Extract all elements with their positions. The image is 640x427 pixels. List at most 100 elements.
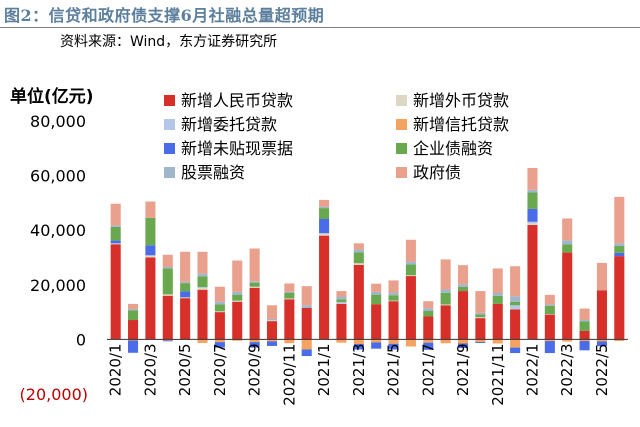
- bar-segment-7-2020-5: [180, 281, 191, 284]
- bar-segment-1-2021-7: [423, 316, 434, 340]
- legend-label: 股票融资: [181, 163, 245, 182]
- x-tick-label: 2022/5: [593, 343, 611, 396]
- bar-segment-5-2022-1: [527, 208, 538, 222]
- bar-segment-5-2020-12: [301, 349, 312, 357]
- bar-segment-2-2020-11: [284, 298, 295, 300]
- legend-swatch: [396, 167, 407, 178]
- legend-swatch: [396, 95, 407, 106]
- x-tick-label: 2020/11: [280, 343, 298, 405]
- x-tick-label: 2021/9: [454, 343, 472, 396]
- bar-segment-7-2021-11: [492, 292, 503, 296]
- bar-segment-7-2022-6: [614, 243, 625, 247]
- bar-segment-4-2022-4: [579, 339, 590, 342]
- bar-segment-2-2022-2: [544, 314, 555, 315]
- bar-segment-5-2022-2: [544, 341, 555, 354]
- legend-swatch: [164, 119, 175, 130]
- y-tick-label: (20,000): [20, 385, 88, 404]
- bar-segment-2-2022-1: [527, 223, 538, 226]
- bar-segment-4-2022-5: [596, 339, 607, 342]
- x-tick-label: 2021/7: [419, 343, 437, 396]
- bar-segment-5-2020-2: [128, 340, 139, 353]
- bar-segment-2-2020-9: [249, 286, 260, 288]
- x-tick-label: 2020/7: [211, 343, 229, 396]
- bar-segment-3-2020-1: [110, 243, 121, 244]
- bar-segment-2-2021-6: [405, 275, 416, 277]
- bar-segment-2-2021-1: [319, 233, 330, 236]
- bar-segment-7-2020-7: [214, 301, 225, 305]
- bar-segment-1-2021-6: [405, 276, 416, 340]
- bar-segment-2-2020-7: [214, 311, 225, 313]
- bar-segment-8-2021-10: [475, 291, 486, 313]
- bar-segment-1-2021-4: [371, 304, 382, 340]
- bar-segment-6-2021-6: [405, 264, 416, 276]
- legend-label: 新增委托贷款: [181, 115, 277, 134]
- bar-segment-5-2021-5: [388, 343, 399, 350]
- legend-swatch: [164, 167, 175, 178]
- bar-segment-5-2021-4: [371, 342, 382, 349]
- x-tick-label: 2020/5: [176, 343, 194, 396]
- bar-segment-8-2021-5: [388, 280, 399, 293]
- bar-segment-1-2021-12: [510, 309, 521, 340]
- bar-segment-1-2021-5: [388, 301, 399, 340]
- bar-segment-8-2022-1: [527, 167, 538, 190]
- bar-segment-8-2020-11: [284, 283, 295, 292]
- bar-segment-4-2020-4: [162, 339, 173, 341]
- bar-segment-7-2020-6: [197, 273, 208, 277]
- bar-segment-6-2022-6: [614, 246, 625, 253]
- legend-label: 新增人民币贷款: [181, 91, 293, 110]
- bar-segment-6-2020-4: [162, 268, 173, 295]
- y-tick-label: 20,000: [30, 276, 86, 295]
- bar-segment-7-2022-1: [527, 189, 538, 193]
- bar-segment-6-2021-5: [388, 295, 399, 301]
- bar-segment-1-2020-3: [145, 257, 156, 340]
- x-tick-label: 2022/3: [558, 343, 576, 396]
- unit-label: 单位(亿元): [10, 86, 94, 107]
- bar-segment-1-2021-1: [319, 235, 330, 340]
- bar-segment-4-2020-8: [232, 339, 243, 341]
- bar-segment-1-2020-7: [214, 312, 225, 340]
- bar-segment-7-2021-1: [319, 206, 330, 209]
- bar-segment-6-2021-12: [510, 301, 521, 306]
- bar-segment-5-2021-12: [510, 347, 521, 354]
- bar-segment-1-2021-11: [492, 303, 503, 340]
- bar-segment-8-2022-4: [579, 308, 590, 321]
- bar-segment-8-2020-2: [128, 303, 139, 310]
- x-tick-label: 2022/1: [524, 343, 542, 396]
- bar-segment-1-2020-9: [249, 287, 260, 340]
- bar-segment-7-2020-11: [284, 291, 295, 293]
- bar-segment-5-2021-9: [457, 343, 469, 349]
- bar-segment-7-2020-12: [301, 305, 312, 308]
- bar-segment-1-2021-9: [457, 291, 469, 340]
- bar-segment-7-2021-2: [336, 296, 347, 300]
- bar-segment-7-2020-9: [249, 281, 260, 283]
- bar-segment-6-2021-1: [319, 208, 330, 220]
- bar-segment-5-2020-5: [180, 291, 191, 298]
- bar-segment-6-2021-7: [423, 311, 434, 317]
- bar-segment-6-2022-3: [562, 244, 573, 253]
- bar-segment-6-2020-7: [214, 304, 225, 312]
- bar-segment-1-2022-2: [544, 314, 555, 340]
- bar-segment-4-2022-3: [562, 339, 573, 342]
- bar-segment-1-2020-1: [110, 244, 121, 340]
- x-tick-label: 2021/3: [350, 343, 368, 396]
- bar-segment-5-2020-10: [266, 341, 278, 346]
- bar-segment-8-2020-1: [110, 203, 121, 226]
- bar-segment-6-2020-3: [145, 217, 156, 246]
- bar-segment-8-2020-7: [214, 286, 225, 302]
- bar-segment-4-2021-3: [353, 339, 364, 345]
- bar-segment-7-2020-10: [266, 318, 278, 321]
- bar-segment-6-2021-9: [457, 286, 469, 292]
- bar-segment-8-2020-9: [249, 248, 260, 282]
- bar-segment-4-2020-11: [284, 339, 295, 344]
- bar-segment-8-2020-12: [301, 286, 312, 306]
- bar-segment-6-2021-3: [353, 252, 364, 264]
- legend-label: 新增未贴现票据: [181, 139, 293, 158]
- bar-segment-1-2022-5: [596, 290, 607, 340]
- bar-segment-2-2020-8: [232, 300, 243, 302]
- bar-segment-4-2020-6: [197, 339, 208, 343]
- bar-segment-2-2021-2: [336, 303, 347, 304]
- legend-swatch: [396, 143, 407, 154]
- bar-segment-2-2021-10: [475, 317, 486, 319]
- bar-segment-7-2021-12: [510, 296, 521, 302]
- bar-segment-6-2021-4: [371, 294, 382, 305]
